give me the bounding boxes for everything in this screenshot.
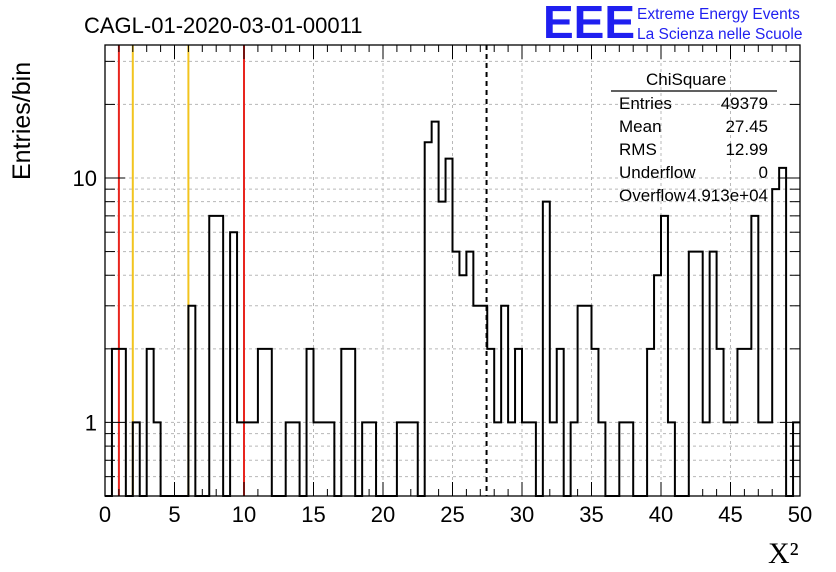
stats-box-title: ChiSquare: [646, 70, 726, 89]
eee-logo-mark: EEE: [543, 0, 635, 48]
histogram-bin: [779, 168, 786, 496]
histogram-bin: [473, 306, 480, 496]
stats-mean-value: 27.45: [725, 117, 768, 136]
stats-mean-label: Mean: [619, 117, 662, 136]
y-tick-label: 10: [73, 166, 97, 191]
histogram-bin: [501, 306, 508, 496]
histogram-bin: [751, 216, 758, 496]
histogram-bin: [425, 142, 432, 496]
histogram-bin: [230, 232, 237, 496]
histogram-bin: [689, 252, 696, 496]
histogram-bin: [188, 306, 195, 496]
histogram-bin: [578, 306, 585, 496]
histogram-bin: [446, 159, 453, 496]
x-tick-label: 40: [649, 502, 673, 527]
stats-entries-value: 49379: [721, 94, 768, 113]
histogram-bin: [466, 252, 473, 496]
grid: [105, 45, 800, 496]
eee-logo: EEE Extreme Energy Events La Scienza nel…: [543, 0, 802, 48]
stats-underflow-label: Underflow: [619, 163, 696, 182]
axis-ticks: 0 5 10 15 20 25 30 35 40 45 50 1 10: [73, 45, 812, 527]
reference-lines: [117, 45, 488, 496]
histogram-bin: [661, 216, 668, 496]
y-axis-label: Entries/bin: [8, 62, 36, 180]
x-tick-label: 10: [232, 502, 256, 527]
histogram-bin: [585, 306, 592, 496]
x-tick-label: 25: [440, 502, 464, 527]
histogram-bin: [654, 275, 661, 496]
histogram-bin: [710, 252, 717, 496]
x-tick-label: 5: [168, 502, 180, 527]
stats-overflow-value: 4.913e+04: [687, 186, 768, 205]
x-tick-label: 20: [371, 502, 395, 527]
histogram-bin: [696, 252, 703, 496]
histogram-bin: [209, 216, 216, 496]
x-tick-label: 35: [579, 502, 603, 527]
x-tick-label: 15: [301, 502, 325, 527]
histogram-bin: [772, 189, 779, 496]
stats-entries-label: Entries: [619, 94, 672, 113]
stats-rms-label: RMS: [619, 140, 657, 159]
x-tick-label: 30: [510, 502, 534, 527]
stats-rms-value: 12.99: [725, 140, 768, 159]
histogram-bin: [453, 252, 460, 496]
histogram-bin: [216, 216, 223, 496]
histogram-bin: [459, 275, 466, 496]
eee-logo-line1: Extreme Energy Events: [637, 6, 800, 23]
stats-box: ChiSquare Entries 49379 Mean 27.45 RMS 1…: [611, 70, 777, 205]
x-tick-label: 45: [718, 502, 742, 527]
chart-title: CAGL-01-2020-03-01-00011: [84, 13, 362, 38]
stats-underflow-value: 0: [759, 163, 768, 182]
x-tick-label: 0: [99, 502, 111, 527]
y-tick-label: 1: [85, 410, 97, 435]
x-tick-label: 50: [788, 502, 812, 527]
stats-overflow-label: Overflow: [619, 186, 687, 205]
eee-logo-line2: La Scienza nelle Scuole: [637, 26, 802, 43]
x-axis-label: X²: [768, 537, 799, 570]
